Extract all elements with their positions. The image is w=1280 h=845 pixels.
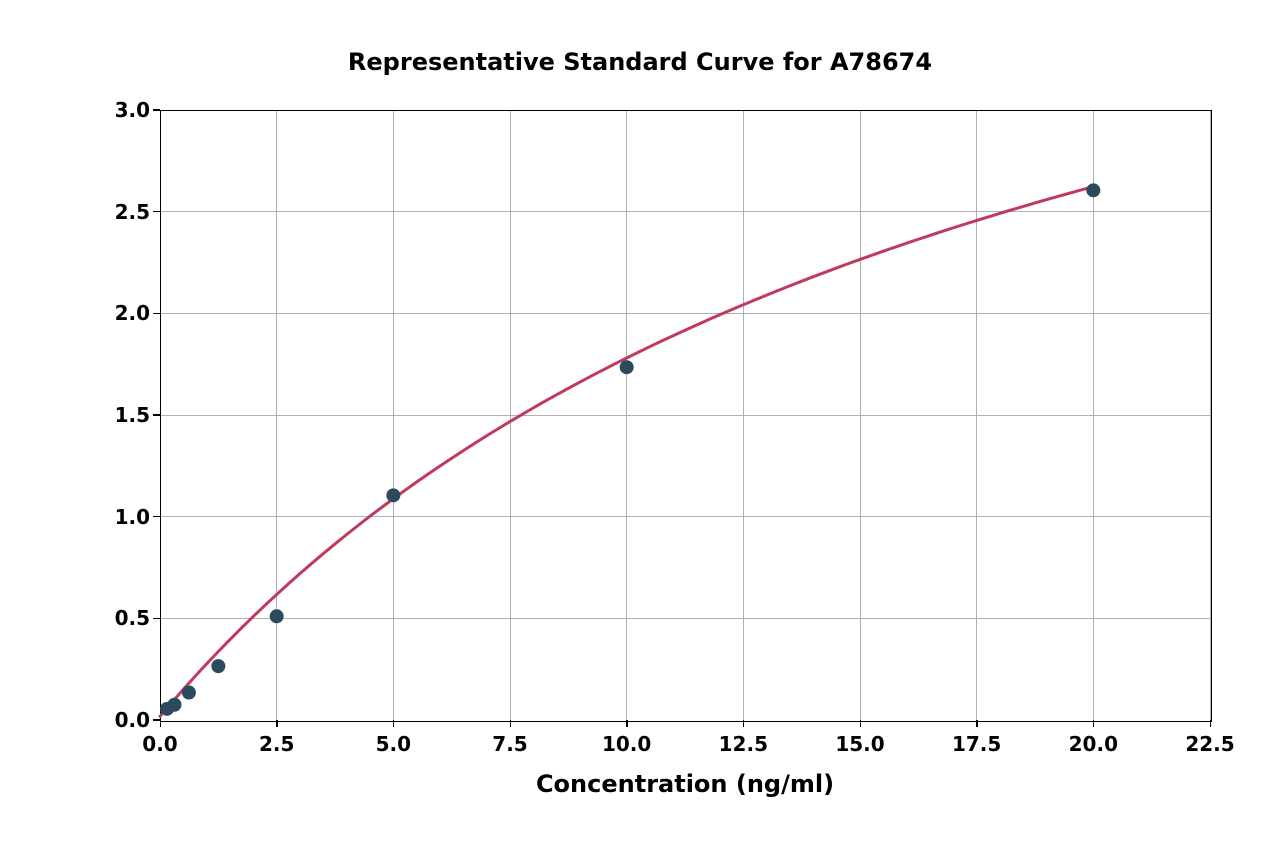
x-axis-label: Concentration (ng/ml) xyxy=(160,770,1210,798)
x-tick-label: 2.5 xyxy=(247,732,307,756)
chart-title: Representative Standard Curve for A78674 xyxy=(0,48,1280,76)
y-tick-label: 3.0 xyxy=(90,98,150,122)
x-tick-label: 17.5 xyxy=(947,732,1007,756)
y-tick-label: 0.5 xyxy=(90,606,150,630)
y-tick-mark xyxy=(153,618,160,620)
y-tick-label: 0.0 xyxy=(90,708,150,732)
y-tick-mark xyxy=(153,516,160,518)
y-tick-label: 2.0 xyxy=(90,301,150,325)
y-tick-label: 1.5 xyxy=(90,403,150,427)
x-tick-label: 20.0 xyxy=(1063,732,1123,756)
x-tick-label: 0.0 xyxy=(130,732,190,756)
plot-area xyxy=(160,110,1212,722)
y-tick-mark xyxy=(153,313,160,315)
y-tick-mark xyxy=(153,211,160,213)
chart-container: Representative Standard Curve for A78674… xyxy=(0,0,1280,845)
y-tick-label: 1.0 xyxy=(90,505,150,529)
y-tick-mark xyxy=(153,414,160,416)
x-tick-label: 22.5 xyxy=(1180,732,1240,756)
y-tick-label: 2.5 xyxy=(90,200,150,224)
x-tick-label: 15.0 xyxy=(830,732,890,756)
x-tick-label: 10.0 xyxy=(597,732,657,756)
x-tick-label: 7.5 xyxy=(480,732,540,756)
y-tick-mark xyxy=(153,719,160,721)
x-tick-label: 5.0 xyxy=(363,732,423,756)
y-tick-mark xyxy=(153,109,160,111)
x-tick-label: 12.5 xyxy=(713,732,773,756)
